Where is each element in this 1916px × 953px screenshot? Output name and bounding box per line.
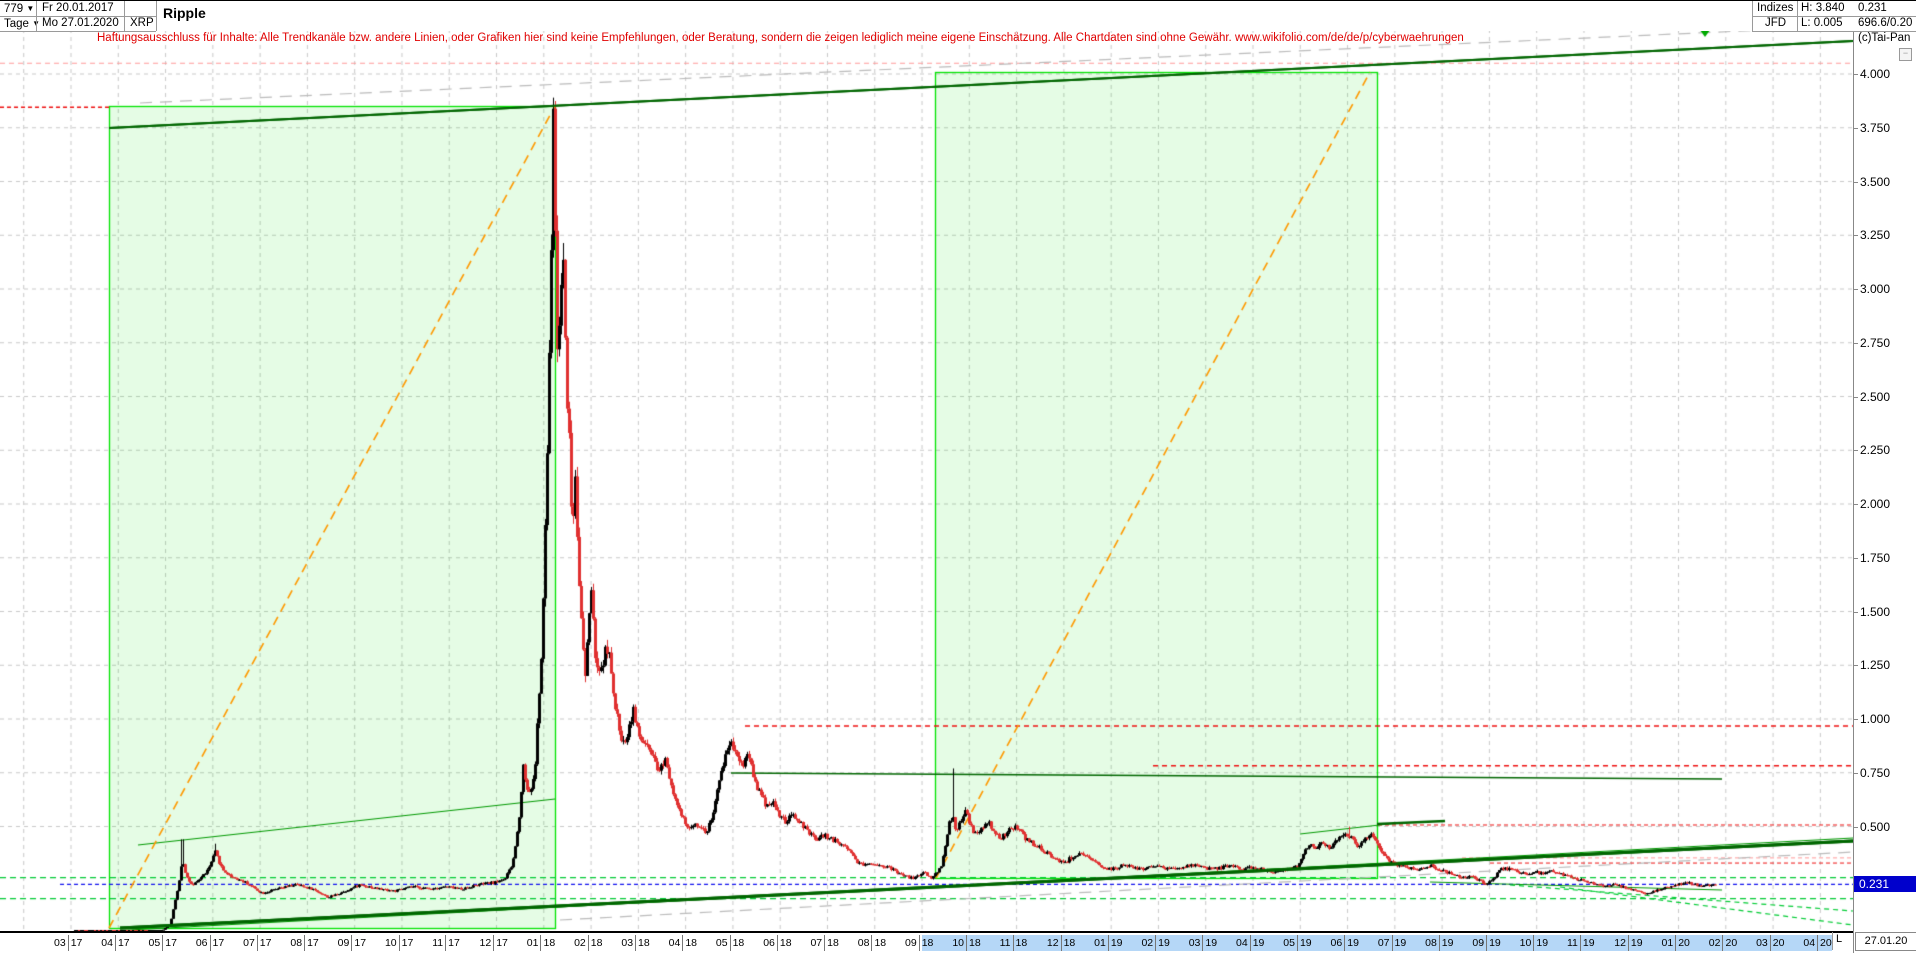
divider — [0, 16, 156, 17]
price-tick — [1854, 396, 1858, 398]
price-tick — [1854, 772, 1858, 774]
price-tick — [1854, 127, 1858, 129]
price-tick — [1854, 557, 1858, 559]
price-tick-label: 1.250 — [1860, 658, 1891, 673]
last-price-badge: 0.231 — [1854, 876, 1916, 893]
divider — [1752, 16, 1916, 17]
price-tick — [1854, 235, 1858, 237]
divider — [0, 31, 156, 32]
time-tick-label: 04 17 — [101, 935, 130, 951]
indices-label: Indizes — [1757, 2, 1794, 14]
price-tick-label: 3.500 — [1860, 174, 1891, 189]
price-tick-label: 1.500 — [1860, 604, 1891, 619]
price-tick-label: 2.750 — [1860, 335, 1891, 350]
price-tick — [1854, 74, 1858, 75]
price-tick — [1854, 342, 1858, 344]
period-dropdown[interactable]: Tage ▼ — [4, 16, 40, 32]
time-tick-label: 10 19 — [1519, 935, 1549, 951]
price-tick-label: 4.000 — [1860, 67, 1891, 81]
disclaimer-text: Haftungsausschluss für Inhalte: Alle Tre… — [97, 32, 1464, 44]
price-tick-label: 0.500 — [1860, 819, 1891, 834]
linear-scale-toggle[interactable]: L — [1836, 933, 1843, 945]
divider — [1832, 932, 1833, 950]
time-tick-label: 03 19 — [1188, 935, 1218, 951]
price-tick-label: 1.750 — [1860, 550, 1891, 565]
price-chart-canvas[interactable] — [0, 1, 1853, 931]
price-tick — [1854, 289, 1858, 290]
time-tick-label: 05 19 — [1283, 935, 1312, 951]
end-date[interactable]: Mo 27.01.2020 — [42, 17, 119, 29]
low-value: L: 0.005 — [1801, 17, 1843, 29]
time-tick-label: 01 19 — [1094, 935, 1123, 951]
time-tick-label: 06 17 — [195, 935, 225, 951]
header-bar: 779 ▼ Fr 20.01.2017 Tage ▼ Mo 27.01.2020… — [0, 1, 1916, 32]
time-tick-label: 09 18 — [905, 935, 934, 951]
time-tick-label: 03 20 — [1756, 935, 1785, 951]
time-tick-label: 01 20 — [1661, 935, 1690, 951]
time-tick-label: 12 17 — [479, 935, 508, 951]
time-tick-label: 01 18 — [526, 935, 556, 951]
divider — [156, 1, 157, 31]
price-tick — [1854, 719, 1858, 720]
time-tick-label: 04 19 — [1236, 935, 1265, 951]
last-price: 0.231 — [1858, 2, 1887, 14]
time-tick-label: 05 18 — [715, 935, 745, 951]
time-tick-label: 09 17 — [337, 935, 367, 951]
instrument-title: Ripple — [163, 5, 206, 21]
time-tick-label: 07 19 — [1377, 935, 1407, 951]
time-tick-label: 10 17 — [384, 935, 414, 951]
time-tick-label: 11 17 — [432, 935, 460, 951]
time-tick-label: 12 19 — [1614, 935, 1643, 951]
time-tick-label: 02 18 — [574, 935, 603, 951]
time-tick-label: 10 18 — [952, 935, 981, 951]
time-tick-label: 07 17 — [243, 935, 272, 951]
price-tick-label: 3.750 — [1860, 120, 1891, 135]
time-tick-label: 08 17 — [290, 935, 319, 951]
price-tick — [1854, 611, 1858, 613]
price-tick — [1854, 826, 1858, 828]
feed-label: JFD — [1765, 17, 1787, 29]
price-tick-label: 0.750 — [1860, 765, 1891, 780]
time-tick-label: 08 19 — [1425, 935, 1454, 951]
price-tick-label: 3.250 — [1860, 228, 1891, 243]
price-tick-label: 3.000 — [1860, 282, 1891, 296]
symbol-label: XRP — [130, 17, 154, 29]
time-tick-label: 04 20 — [1803, 935, 1832, 951]
time-tick-label: 03 18 — [621, 935, 650, 951]
chevron-down-icon: ▼ — [26, 4, 35, 13]
time-tick-label: 02 19 — [1141, 935, 1170, 951]
time-tick-label: 07 18 — [810, 935, 839, 951]
price-tick — [1854, 181, 1858, 183]
time-tick-label: 06 19 — [1330, 935, 1359, 951]
time-axis-selection[interactable] — [922, 935, 1832, 951]
price-tick — [1854, 665, 1858, 667]
time-axis[interactable]: 03 17 04 17 05 17 06 17 07 17 08 17 09 17 10 17 11 17 12 17… — [0, 931, 1853, 952]
price-tick — [1854, 450, 1858, 452]
volume-value: 696.6/0.20 — [1858, 17, 1913, 29]
bars-count-dropdown[interactable]: 779 ▼ — [4, 3, 35, 15]
price-tick-label: 2.500 — [1860, 389, 1891, 404]
time-tick-label: 09 19 — [1472, 935, 1501, 951]
price-tick-label: 2.000 — [1860, 497, 1891, 511]
time-tick-label: 04 18 — [668, 935, 697, 951]
price-tick-label: 2.250 — [1860, 443, 1891, 458]
collapse-icon[interactable]: − — [1899, 48, 1912, 61]
time-tick-label: 12 18 — [1046, 935, 1076, 951]
high-value: H: 3.840 — [1801, 2, 1845, 14]
price-tick — [1854, 504, 1858, 505]
start-date[interactable]: Fr 20.01.2017 — [42, 2, 114, 14]
time-tick-label: 08 18 — [857, 935, 887, 951]
price-tick-label: 1.000 — [1860, 712, 1891, 726]
time-tick-label: 06 18 — [763, 935, 792, 951]
copyright-label: (c)Tai-Pan — [1858, 32, 1911, 44]
price-axis[interactable]: (c)Tai-Pan − 4.000 3.750 3.500 3.250 3.000 2.… — [1853, 1, 1916, 953]
time-tick-label: 11 19 — [1566, 935, 1595, 951]
time-tick-label: 03 17 — [54, 935, 83, 951]
time-tick-label: 11 18 — [999, 935, 1028, 951]
time-tick-label: 05 17 — [148, 935, 177, 951]
time-tick-label: 02 20 — [1708, 935, 1738, 951]
divider — [1752, 31, 1916, 32]
last-date-box: 27.01.20 — [1855, 932, 1916, 951]
